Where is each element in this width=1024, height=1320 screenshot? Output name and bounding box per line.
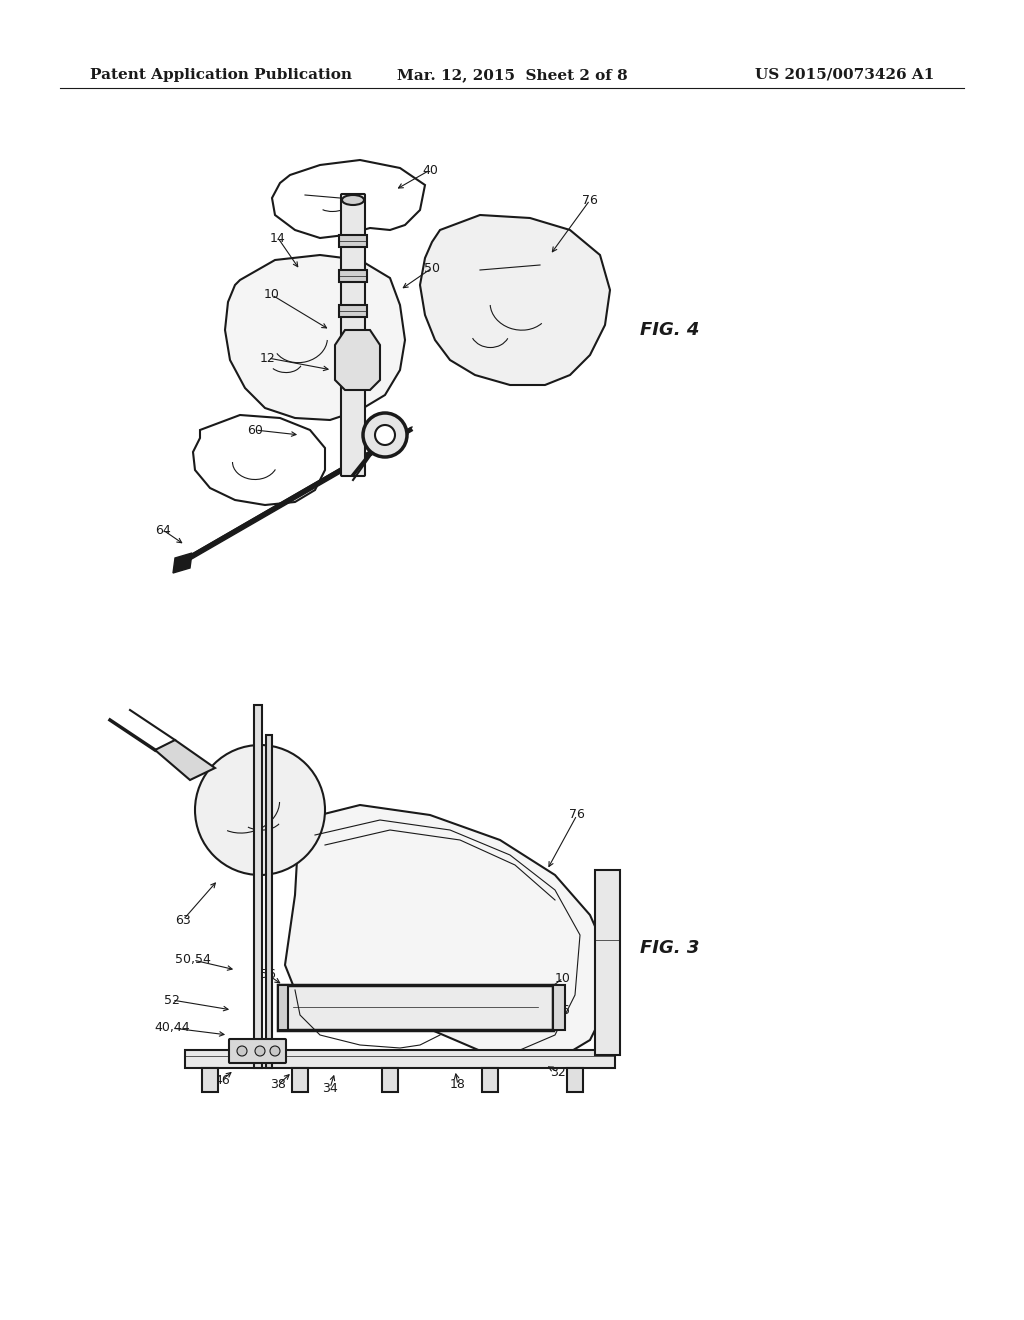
Text: Patent Application Publication: Patent Application Publication [90,69,352,82]
Polygon shape [266,735,272,1068]
Text: 76: 76 [582,194,598,206]
Text: 14: 14 [270,231,286,244]
Text: 63: 63 [175,913,190,927]
Text: 40,44: 40,44 [155,1022,189,1035]
Circle shape [195,744,325,875]
Text: 50,54: 50,54 [175,953,211,966]
Circle shape [375,425,395,445]
Text: 10: 10 [555,972,571,985]
Text: 52: 52 [164,994,180,1006]
Text: 12: 12 [260,351,275,364]
Text: 64: 64 [155,524,171,536]
Polygon shape [285,805,610,1060]
Text: 40: 40 [422,164,438,177]
Polygon shape [482,1068,498,1092]
Text: FIG. 4: FIG. 4 [640,321,699,339]
Text: 38: 38 [270,1078,286,1092]
Polygon shape [595,870,620,1055]
Polygon shape [335,330,380,389]
Polygon shape [567,1068,583,1092]
FancyBboxPatch shape [229,1039,286,1063]
Text: 34: 34 [323,1081,338,1094]
Text: 16: 16 [555,1003,570,1016]
Text: 46: 46 [214,1073,229,1086]
Polygon shape [420,215,610,385]
Circle shape [237,1045,247,1056]
Polygon shape [553,985,565,1030]
Bar [339,305,367,317]
Text: 50: 50 [424,261,440,275]
Polygon shape [185,1049,615,1068]
Bar [339,271,367,282]
Text: 60: 60 [247,424,263,437]
Text: 56: 56 [260,969,275,982]
Polygon shape [225,255,406,420]
Circle shape [362,413,407,457]
Text: 76: 76 [569,808,585,821]
Polygon shape [173,553,193,573]
FancyBboxPatch shape [341,194,365,477]
Circle shape [270,1045,280,1056]
Text: 18: 18 [451,1078,466,1092]
Polygon shape [254,705,262,1068]
Polygon shape [292,1068,308,1092]
Polygon shape [193,414,325,506]
Circle shape [255,1045,265,1056]
Polygon shape [382,1068,398,1092]
Text: Mar. 12, 2015  Sheet 2 of 8: Mar. 12, 2015 Sheet 2 of 8 [396,69,628,82]
Text: 10: 10 [264,289,280,301]
Text: FIG. 3: FIG. 3 [640,939,699,957]
Polygon shape [155,741,215,780]
Polygon shape [272,160,425,238]
Polygon shape [202,1068,218,1092]
Bar [339,235,367,247]
Text: US 2015/0073426 A1: US 2015/0073426 A1 [755,69,934,82]
Polygon shape [278,985,288,1030]
Bar [278,985,553,1030]
Text: 32: 32 [550,1065,566,1078]
Ellipse shape [342,195,364,205]
